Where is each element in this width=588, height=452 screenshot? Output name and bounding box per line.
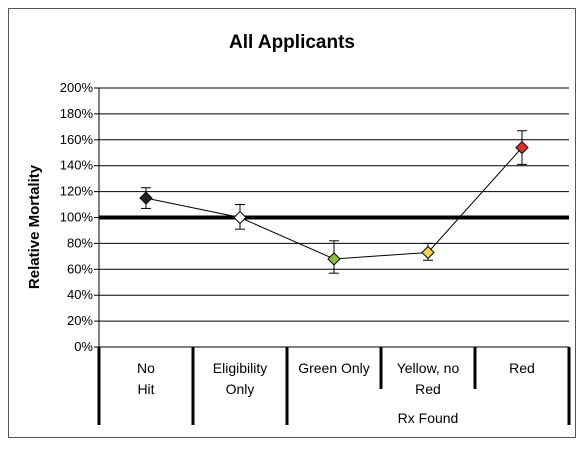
y-tick-label: 0% [74, 339, 93, 354]
y-tick-label: 60% [67, 261, 93, 276]
y-tick-label: 180% [60, 106, 94, 121]
y-tick-label: 120% [60, 184, 94, 199]
data-point-marker [139, 191, 153, 205]
y-tick-label: 200% [60, 80, 94, 95]
y-tick-label: 80% [67, 235, 93, 250]
y-tick-label: 100% [60, 210, 94, 225]
chart: All Applicants Relative Mortality 0% 20% 4… [26, 32, 571, 426]
category-label: Hit [137, 381, 154, 397]
data-point-marker [327, 252, 341, 266]
chart-title: All Applicants [229, 32, 355, 53]
category-label: Red [415, 381, 441, 397]
group-label-rx-found: Rx Found [398, 410, 459, 426]
category-label: Green Only [298, 360, 370, 376]
y-tick-label: 40% [67, 287, 93, 302]
data-point-marker [233, 210, 247, 225]
y-tick-label: 160% [60, 132, 94, 147]
y-axis-label: Relative Mortality [26, 164, 43, 289]
chart-frame: All Applicants Relative Mortality 0% 20% 4… [8, 8, 576, 438]
y-tick-label: 140% [60, 158, 94, 173]
category-label: Eligibility [213, 360, 267, 376]
category-label: Yellow, no [397, 360, 460, 376]
y-tick-label: 20% [67, 313, 93, 328]
category-label: Only [226, 381, 255, 397]
data-point-marker [421, 245, 435, 260]
category-label: No [137, 360, 155, 376]
category-label: Red [509, 360, 535, 376]
data-point-marker [515, 140, 529, 155]
